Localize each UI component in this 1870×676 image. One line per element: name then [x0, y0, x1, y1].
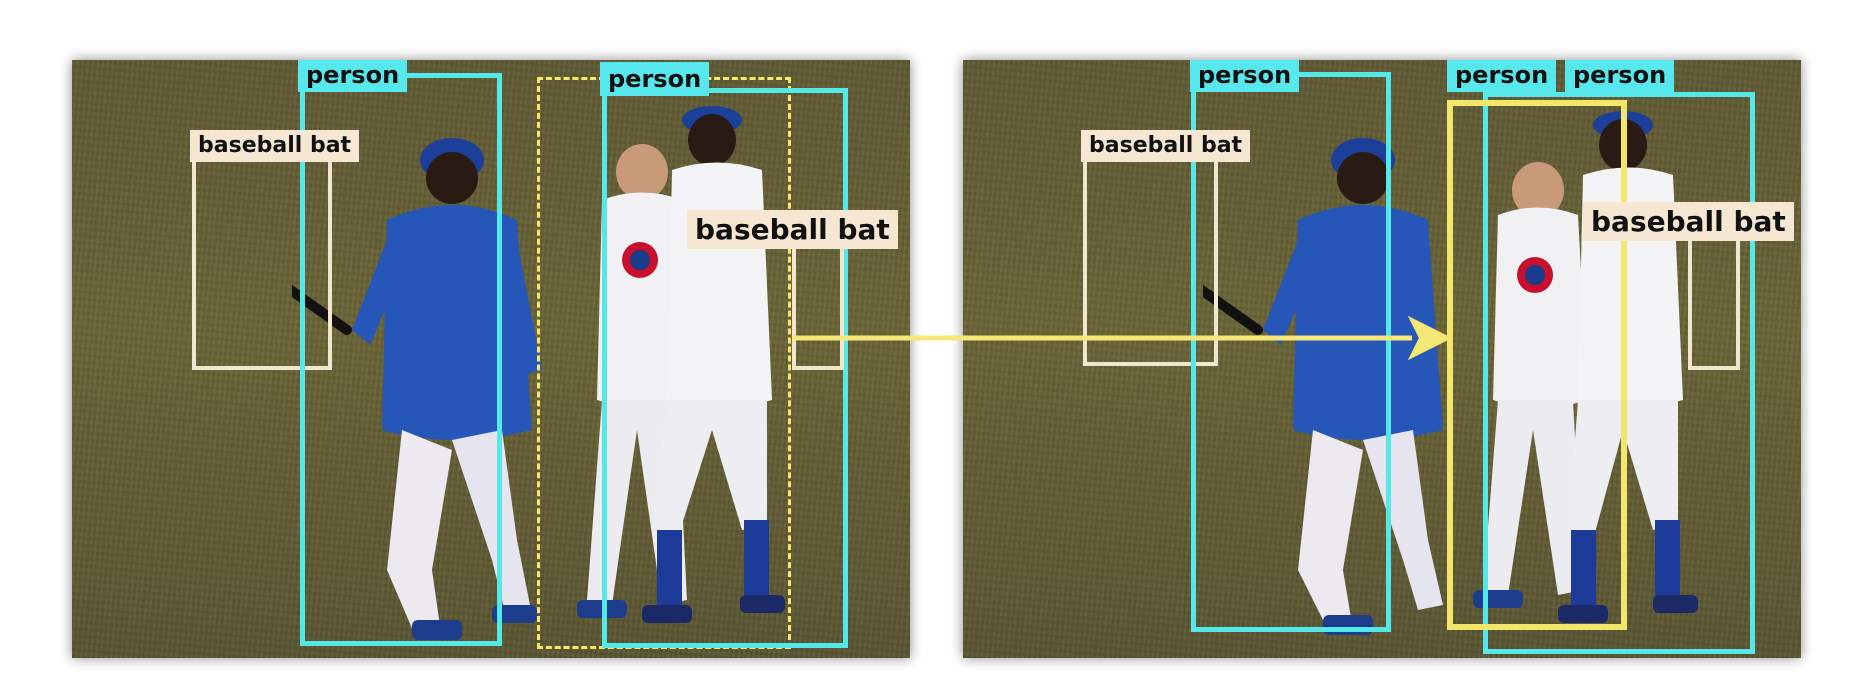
person-box-front-player: [1483, 92, 1755, 654]
right-photo-panel: person baseball bat person person baseba…: [963, 60, 1801, 658]
bat-label-big-right: baseball bat: [1583, 202, 1794, 241]
bat-label-left: baseball bat: [190, 130, 360, 162]
player-hoodie-right: [1203, 138, 1443, 635]
player-hoodie-left: [292, 138, 542, 640]
bat-box-right: [792, 230, 844, 370]
person-label-hoodie: person: [1190, 60, 1300, 92]
person-label-front: person: [600, 62, 710, 96]
person-label-hoodie: person: [298, 60, 408, 92]
left-photo-panel: person baseball bat person baseball bat: [72, 60, 910, 658]
person-label-front: person: [1565, 60, 1675, 92]
merged-highlight-box: [1447, 100, 1627, 630]
person-label-back: person: [1447, 60, 1557, 92]
bat-label-big-left: baseball bat: [687, 210, 898, 249]
bat-label-left: baseball bat: [1081, 130, 1251, 162]
bat-box-right: [1688, 235, 1740, 370]
person-box-front-player: [602, 88, 848, 648]
player-pinstripe-back-right: [1473, 162, 1588, 608]
